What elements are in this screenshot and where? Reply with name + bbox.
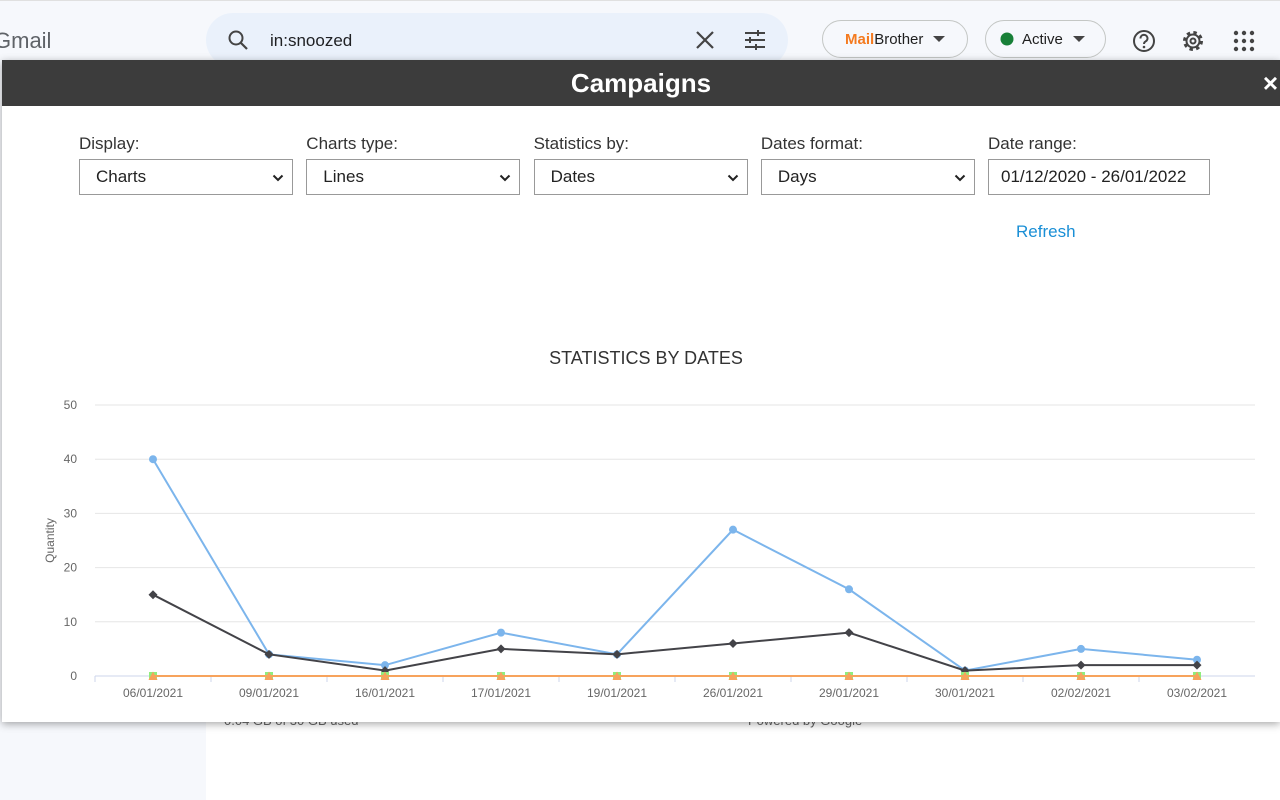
series-line <box>152 593 1197 672</box>
clear-icon[interactable] <box>694 29 716 51</box>
y-tick-label: 30 <box>64 506 78 520</box>
x-tick-label: 09/01/2021 <box>239 686 299 700</box>
x-tick-label: 26/01/2021 <box>703 686 763 700</box>
campaigns-modal: Campaigns × Display: Charts Charts type: Li… <box>2 60 1280 722</box>
x-tick-label: 16/01/2021 <box>355 686 415 700</box>
data-point <box>149 455 157 464</box>
modal-header: Campaigns × <box>2 60 1280 106</box>
y-tick-label: 20 <box>64 561 78 575</box>
data-point <box>612 671 622 680</box>
data-point <box>497 628 505 637</box>
x-tick-label: 19/01/2021 <box>587 686 647 700</box>
data-point <box>1192 671 1202 680</box>
settings-icon[interactable] <box>1180 28 1206 54</box>
data-point <box>148 590 158 600</box>
filter-icon[interactable] <box>743 28 767 52</box>
chart-title: STATISTICS BY DATES <box>549 348 743 368</box>
filter-select[interactable]: Lines <box>306 159 521 195</box>
data-point <box>264 671 274 680</box>
filter-label: Charts type: <box>306 134 398 153</box>
y-tick-label: 0 <box>70 669 77 683</box>
close-button[interactable]: × <box>1262 68 1278 98</box>
data-point <box>496 671 506 680</box>
app-logo[interactable]: Gmail <box>0 28 52 53</box>
x-tick-label: 17/01/2021 <box>471 686 531 700</box>
y-tick-label: 10 <box>64 615 78 629</box>
brand-brother: Brother <box>874 30 924 48</box>
data-point <box>381 661 389 670</box>
date-range-input[interactable]: 01/12/2020 - 26/01/2022 <box>988 159 1210 195</box>
y-axis-label: Quantity <box>43 518 57 563</box>
x-tick-label: 30/01/2021 <box>935 686 995 700</box>
dropdown-arrow <box>1072 36 1085 42</box>
data-point <box>148 671 158 680</box>
help-icon[interactable] <box>1131 28 1157 54</box>
filter-label: Date range: <box>988 134 1077 153</box>
data-point <box>1077 644 1085 653</box>
data-point <box>729 525 737 534</box>
data-point <box>728 638 738 648</box>
data-point <box>1076 660 1086 670</box>
filter-label: Dates format: <box>760 134 863 153</box>
select-chevron <box>272 174 284 182</box>
filter-select[interactable]: Dates <box>533 159 748 195</box>
data-point <box>1193 655 1201 664</box>
data-point <box>728 671 738 680</box>
data-point <box>844 671 854 680</box>
refresh-link[interactable]: Refresh <box>1016 222 1076 241</box>
x-tick-label: 03/02/2021 <box>1167 686 1227 700</box>
y-tick-label: 50 <box>64 398 78 412</box>
series-line <box>152 458 1198 672</box>
x-tick-label: 29/01/2021 <box>819 686 879 700</box>
data-point <box>960 671 970 680</box>
search-icon[interactable] <box>226 28 250 52</box>
data-point <box>612 649 622 659</box>
search-box[interactable]: in:snoozed <box>206 13 788 67</box>
data-point <box>496 644 506 654</box>
filter-label: Statistics by: <box>533 134 630 153</box>
data-point <box>1076 671 1086 680</box>
data-point <box>264 649 274 659</box>
filter-label: Display: <box>79 134 140 153</box>
y-tick-label: 40 <box>64 452 78 466</box>
filter-select[interactable]: Days <box>760 159 975 195</box>
x-tick-label: 02/02/2021 <box>1051 686 1111 700</box>
select-chevron <box>727 174 738 182</box>
data-point <box>380 671 390 680</box>
select-chevron <box>954 174 966 182</box>
status-text: Active <box>1022 30 1063 48</box>
data-point <box>844 628 854 638</box>
data-point <box>845 585 853 594</box>
search-query[interactable]: in:snoozed <box>270 31 353 50</box>
filter-select[interactable]: Charts <box>79 159 293 195</box>
dropdown-arrow <box>933 36 946 42</box>
status-dot <box>1000 32 1014 46</box>
brand-menu[interactable]: Mail Brother <box>822 20 968 58</box>
chart: STATISTICS BY DATES Quantity 0 10 20 30 40 50 06… <box>43 348 1255 700</box>
status-menu[interactable]: Active <box>985 20 1106 58</box>
x-tick-label: 06/01/2021 <box>123 686 183 700</box>
apps-icon[interactable] <box>1232 29 1256 53</box>
select-chevron <box>500 174 511 182</box>
modal-title: Campaigns <box>570 68 712 98</box>
data-point <box>1192 660 1202 670</box>
brand-mail: Mail <box>845 30 875 48</box>
